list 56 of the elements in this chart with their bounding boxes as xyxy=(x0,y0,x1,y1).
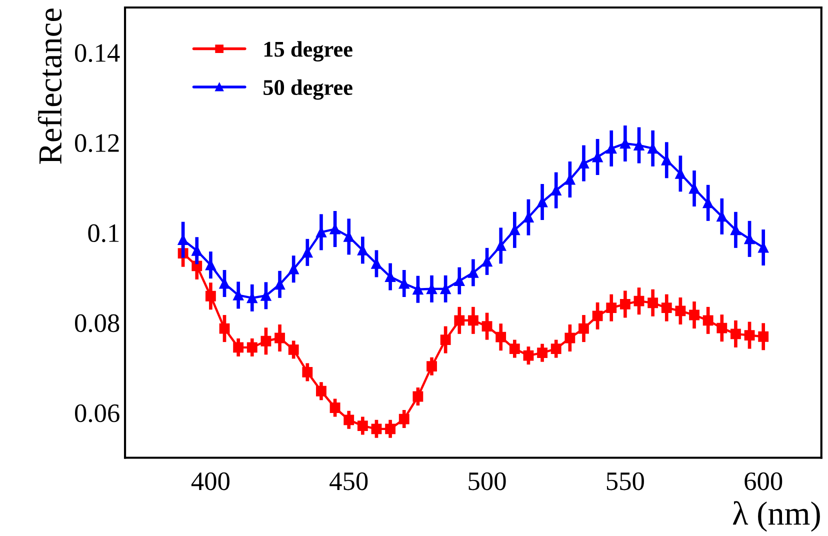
point xyxy=(620,299,630,310)
point xyxy=(648,298,658,308)
legend-label: 50 degree xyxy=(264,79,352,100)
point xyxy=(398,414,410,424)
point xyxy=(578,323,589,334)
point xyxy=(537,348,548,358)
point xyxy=(344,414,354,426)
y-tick-label: 0.12 xyxy=(74,134,119,152)
x-tick-label: 550 xyxy=(606,472,644,490)
point xyxy=(274,332,285,344)
point xyxy=(744,330,755,340)
x-tick-label: 500 xyxy=(468,472,506,490)
point xyxy=(482,321,492,332)
point xyxy=(661,302,672,314)
point xyxy=(371,424,382,434)
point xyxy=(468,315,478,326)
point xyxy=(357,420,368,431)
legend-label: 15 degree xyxy=(264,41,352,62)
point xyxy=(219,323,230,334)
point xyxy=(233,342,244,353)
point xyxy=(260,336,272,346)
point xyxy=(454,315,465,326)
point xyxy=(523,350,534,361)
point xyxy=(385,424,396,434)
point xyxy=(205,290,216,302)
point xyxy=(606,302,617,314)
point xyxy=(730,328,741,340)
point xyxy=(675,306,686,316)
point xyxy=(412,391,424,402)
point xyxy=(716,322,728,334)
point xyxy=(246,342,258,353)
x-axis-title: λ (nm) xyxy=(732,501,820,532)
point xyxy=(288,344,299,355)
point xyxy=(702,315,714,326)
point xyxy=(592,310,603,322)
point xyxy=(689,310,700,320)
point xyxy=(550,344,562,354)
point xyxy=(509,344,520,354)
x-tick-label: 400 xyxy=(191,472,230,490)
y-tick-label: 0.1 xyxy=(88,224,119,242)
point xyxy=(564,332,576,344)
point xyxy=(440,334,451,345)
y-axis-title: Reflectance xyxy=(38,8,62,164)
y-tick-label: 0.08 xyxy=(74,314,120,332)
point xyxy=(426,361,437,372)
point xyxy=(316,386,326,396)
y-tick-label: 0.14 xyxy=(74,44,120,62)
point xyxy=(496,332,506,342)
point xyxy=(758,331,769,342)
x-tick-label: 450 xyxy=(330,472,368,490)
point xyxy=(192,260,202,272)
x-tick-label: 600 xyxy=(744,472,782,490)
point xyxy=(634,296,644,306)
point xyxy=(302,366,313,378)
y-tick-label: 0.06 xyxy=(74,404,120,422)
point xyxy=(330,402,340,413)
